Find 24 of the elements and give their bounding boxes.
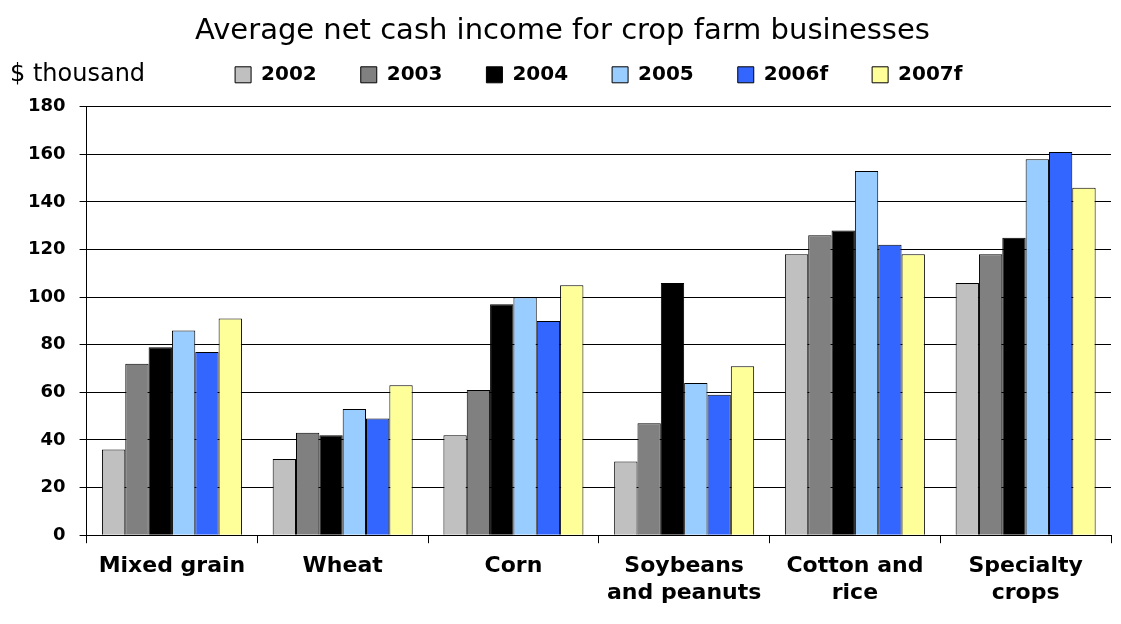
y-tick-label: 120 xyxy=(28,237,66,259)
x-tick-label: Mixed grain xyxy=(98,552,246,578)
chart-title: Average net cash income for crop farm businesses xyxy=(195,11,930,46)
y-tick-label: 20 xyxy=(40,475,66,497)
y-tick-label: 160 xyxy=(28,142,66,164)
legend-label: 2005 xyxy=(638,61,694,85)
x-tick-label: Corn xyxy=(484,552,543,578)
y-tick-label: 0 xyxy=(53,522,66,544)
legend-label: 2004 xyxy=(512,61,569,85)
legend-label: 2006f xyxy=(763,61,829,85)
x-tick-label: Wheat xyxy=(302,552,384,578)
y-tick-label: 180 xyxy=(28,94,66,116)
x-tick-label: Cotton and rice xyxy=(786,552,924,604)
y-tick-label: 40 xyxy=(40,427,66,449)
y-tick-label: 100 xyxy=(28,284,66,306)
y-tick-label: 60 xyxy=(40,380,66,402)
x-tick-label: Specialty crops xyxy=(968,552,1083,604)
y-tick-label: 80 xyxy=(40,332,66,354)
legend-label: 2007f xyxy=(898,61,963,85)
legend-label: 2003 xyxy=(386,61,443,85)
x-tick-label: Soybeans and peanuts xyxy=(606,552,762,604)
y-axis-title: $ thousand xyxy=(10,59,146,88)
legend-label: 2002 xyxy=(261,61,317,85)
y-tick-label: 140 xyxy=(28,189,66,211)
